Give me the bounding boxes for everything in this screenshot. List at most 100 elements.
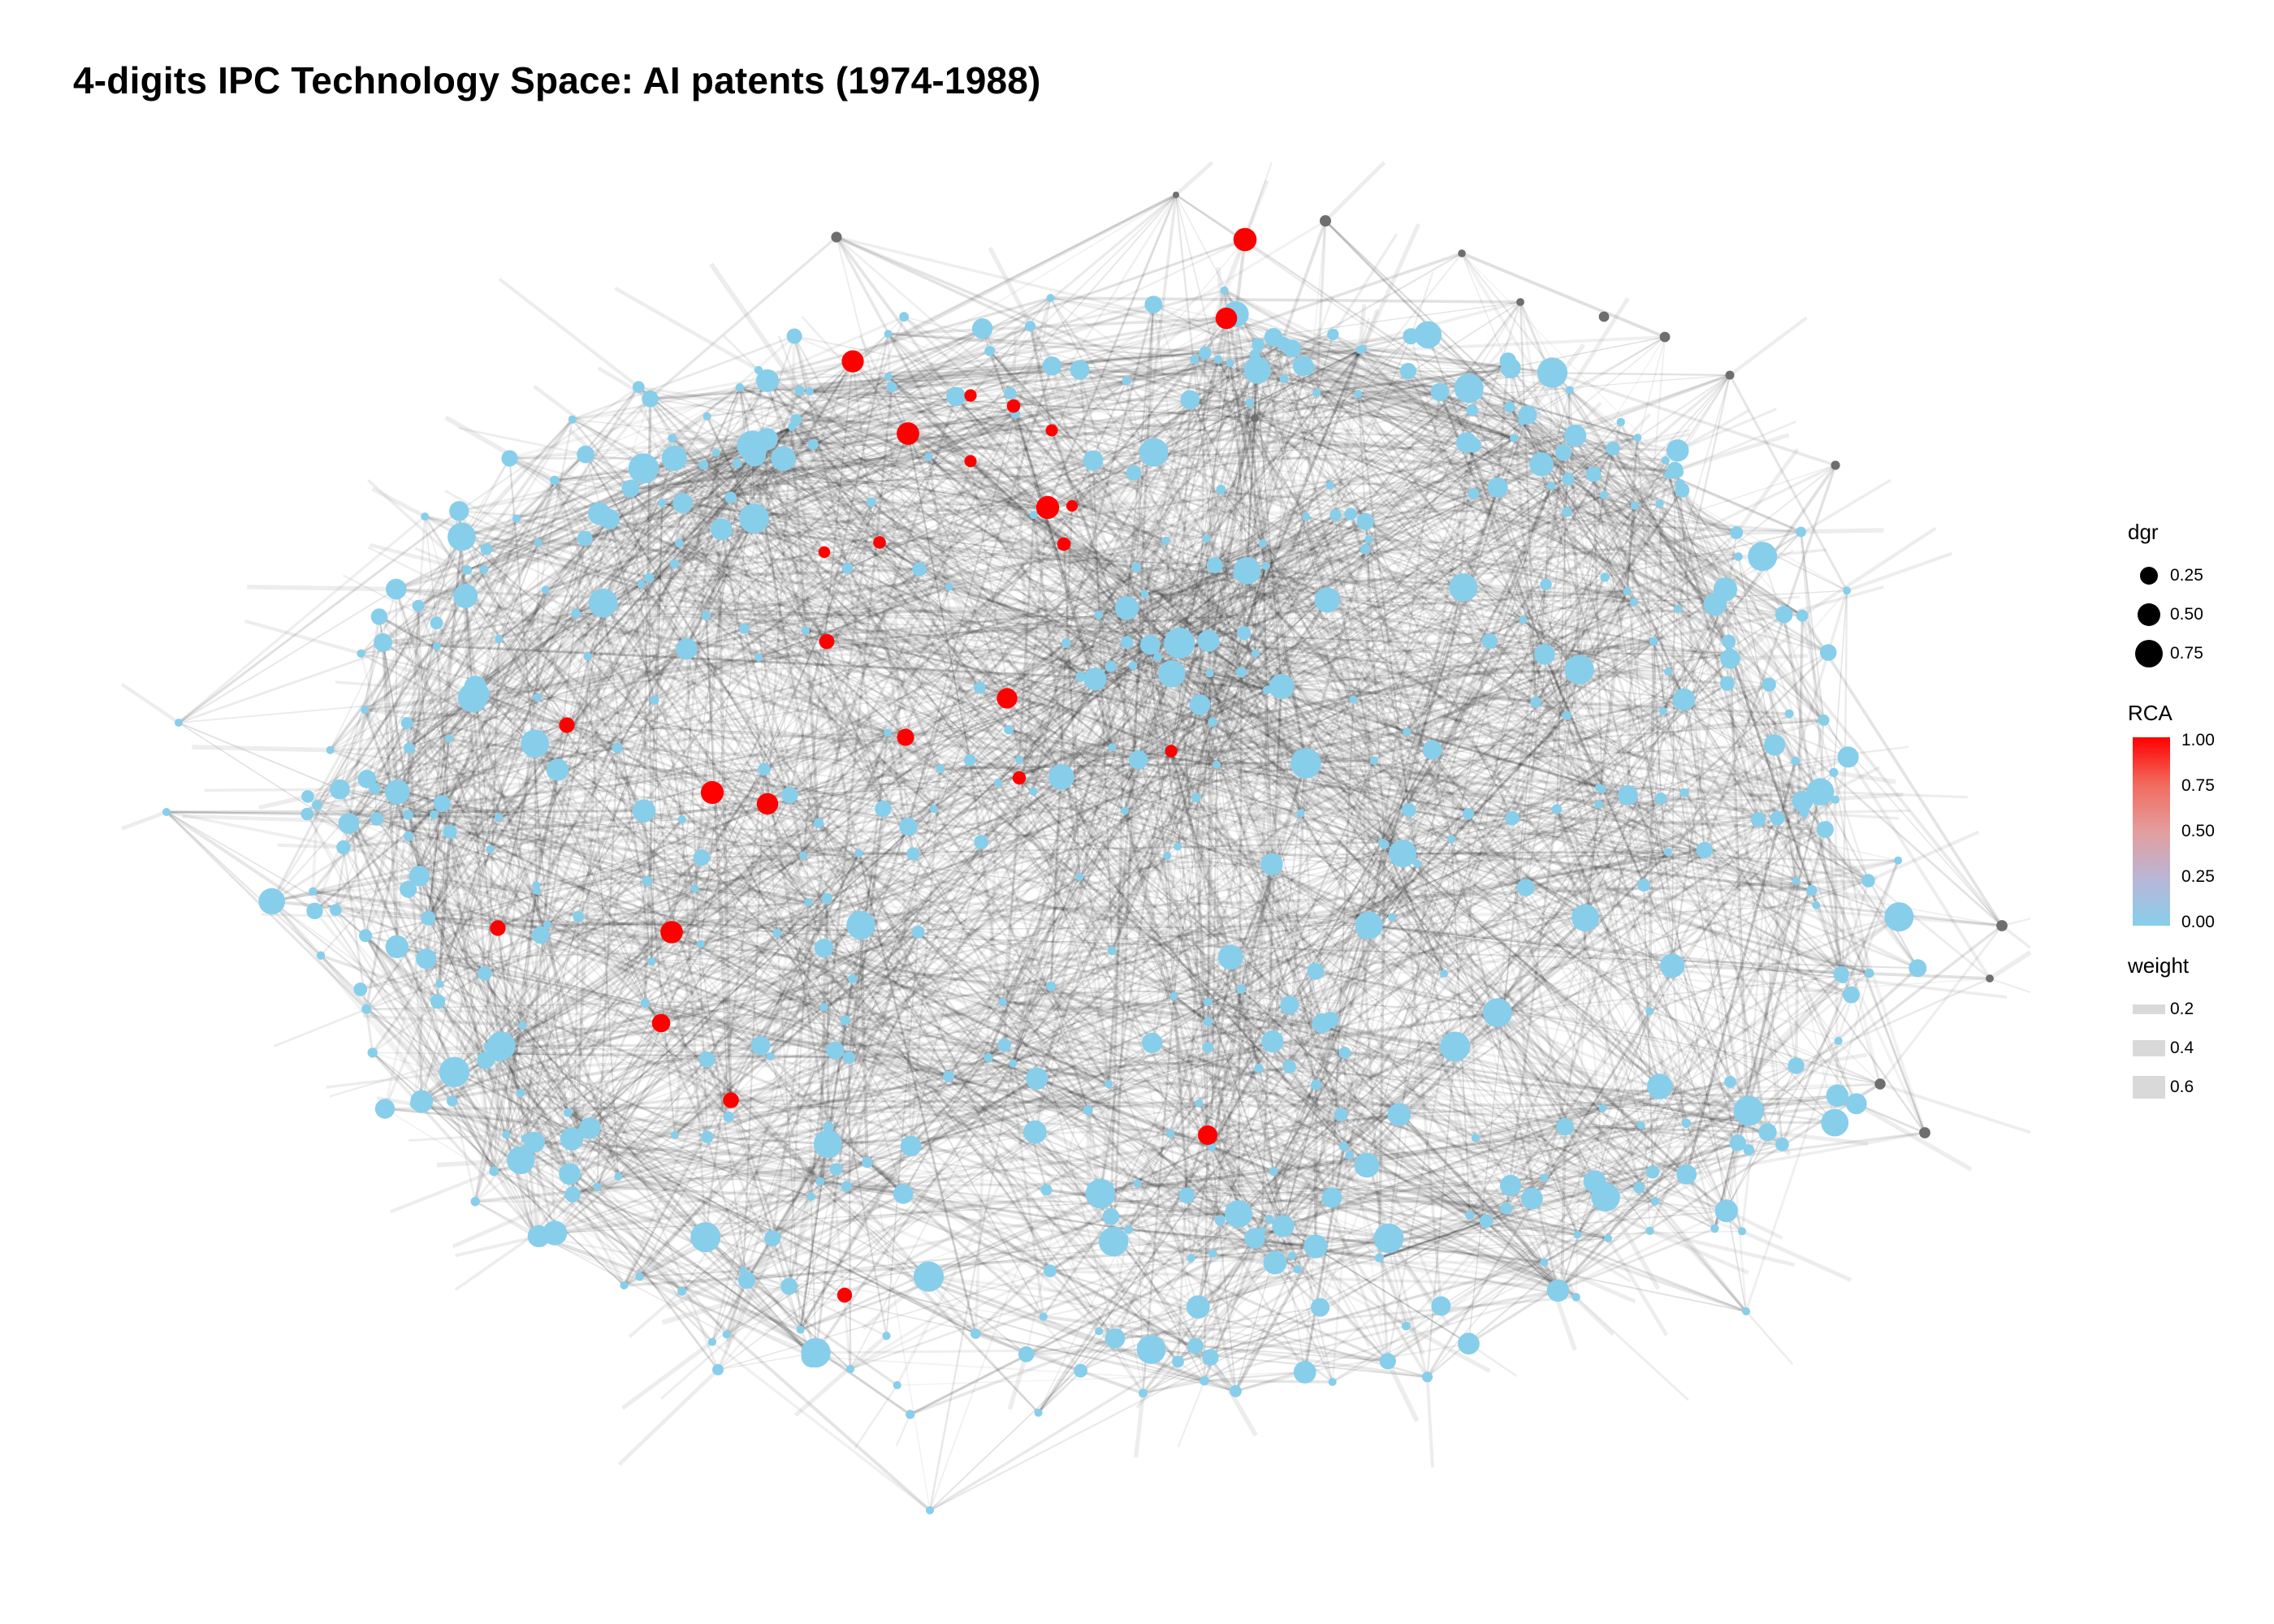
node-low-rca [1294,1361,1316,1384]
node-low-rca [1357,513,1374,530]
node-low-rca [739,503,769,533]
network-edge [1178,1381,1204,1447]
node-low-rca [489,1166,499,1176]
node-low-rca [884,729,892,737]
network-edge [619,1370,718,1465]
node-high-rca [490,920,505,935]
node-low-rca [984,346,995,356]
node-low-rca [802,626,810,634]
node-low-rca [434,795,451,812]
node-low-rca [1423,741,1442,760]
node-low-rca [1637,1121,1645,1129]
colorbar-tick-label: 0.75 [2181,776,2215,796]
node-low-rca [1282,1060,1295,1073]
node-low-rca [620,1281,629,1289]
rca-colorbar [2133,737,2170,926]
node-low-rca [1792,877,1801,885]
node-low-rca [1261,1030,1283,1052]
node-low-rca [901,1136,921,1156]
node-low-rca [430,616,443,629]
node-low-rca [1518,417,1526,425]
network-edge [274,1009,366,1047]
node-low-rca [1166,1129,1174,1138]
node-low-rca [1213,761,1221,769]
node-low-rca [1796,527,1806,538]
node-low-rca [1791,757,1800,766]
node-low-rca [421,911,435,926]
node-low-rca [1806,885,1817,896]
node-low-rca [1519,615,1527,624]
node-low-rca [575,1129,583,1137]
node-low-rca [1775,606,1793,624]
node-low-rca [1770,811,1785,826]
node-low-rca [1043,356,1061,375]
node-low-rca [1598,1104,1606,1112]
node-low-rca [542,585,550,594]
node-low-rca [1909,959,1926,977]
network-edge [1407,731,1510,732]
node-low-rca [1714,577,1737,601]
node-low-rca [1843,586,1851,594]
node-low-rca [1327,329,1338,340]
network-edge [499,279,639,387]
node-low-rca [668,434,677,443]
node-low-rca [1827,1085,1848,1107]
node-low-rca [644,573,654,583]
node-low-rca [1048,764,1074,789]
node-low-rca [1029,788,1037,796]
node-low-rca [532,926,550,944]
node-low-rca [361,1004,371,1014]
node-low-rca [1475,391,1483,400]
node-low-rca [703,412,711,421]
node-low-rca [1252,650,1260,658]
node-low-rca [1796,610,1809,622]
legend-weight-label: 0.6 [2170,1078,2194,1097]
node-low-rca [974,682,986,694]
node-low-rca [1651,1198,1659,1206]
node-low-rca [1237,626,1251,640]
network-edge [247,587,396,590]
node-low-rca [1108,743,1116,751]
network-edge [1213,461,1215,565]
node-low-rca [1697,842,1713,858]
node-low-rca [1312,389,1321,397]
node-low-rca [1375,1253,1384,1262]
node-low-rca [862,1157,872,1168]
node-low-rca [361,706,369,714]
node-low-rca [386,935,409,958]
legend-color-title: RCA [2128,701,2266,726]
node-low-rca [386,579,407,600]
node-low-rca [1329,509,1341,520]
node-low-rca [512,515,521,523]
node-low-rca [725,491,737,503]
node-low-rca [694,849,711,866]
node-low-rca [1276,678,1285,687]
node-low-rca [943,1071,954,1082]
node-low-rca [1726,648,1736,658]
node-low-rca [1181,390,1200,409]
network-edge [179,723,339,789]
node-low-rca [1682,1119,1691,1128]
network-edge [192,747,330,750]
network-edge [1576,1297,1688,1400]
node-low-rca [1204,998,1213,1007]
network-edge [1325,162,1385,221]
node-low-rca [804,898,812,906]
node-low-rca [404,742,415,754]
node-low-rca [480,565,489,574]
node-low-rca [481,543,493,555]
node-low-rca [1047,294,1055,302]
node-low-rca [841,1015,850,1025]
node-low-rca [550,476,560,486]
node-low-rca [1187,1254,1195,1262]
node-low-rca [1202,1349,1218,1365]
weight-key-line-thick [2133,1076,2165,1099]
node-low-rca [972,318,992,339]
colorbar-tick-label: 0.25 [2181,867,2215,887]
node-low-rca [658,499,666,507]
node-high-rca [1066,500,1078,512]
node-low-rca [875,801,891,817]
node-low-rca [1190,694,1211,715]
legend-size-item: 0.25 [2128,556,2266,595]
node-low-rca [375,1099,395,1118]
